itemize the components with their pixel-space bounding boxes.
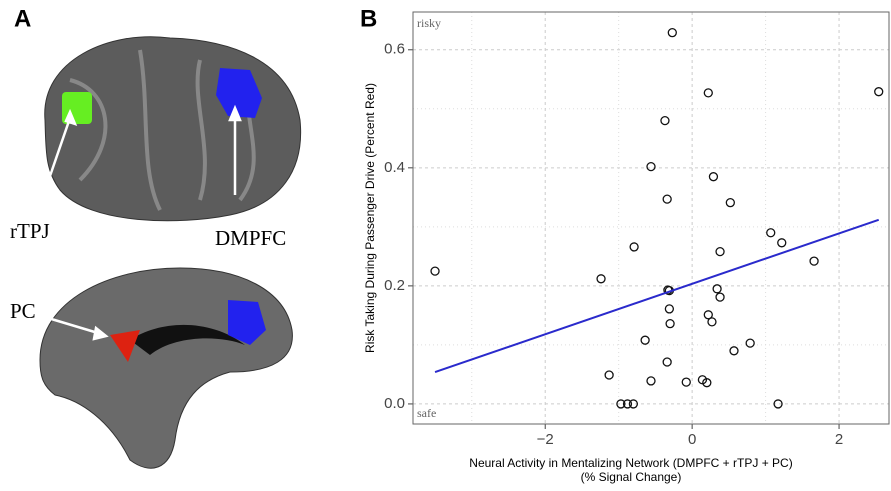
point [730,347,738,355]
point [641,336,649,344]
brain-medial [40,268,292,468]
point [605,371,613,379]
point [875,88,883,96]
point [663,358,671,366]
y-tick-label: 0.4 [384,159,405,176]
region-label: PC [10,299,36,323]
fit-line [435,220,879,372]
x-tick-label: 0 [688,431,696,448]
point [708,318,716,326]
point [726,199,734,207]
point [713,285,721,293]
point [778,239,786,247]
x-tick-label: 2 [835,431,843,448]
x-axis-title: (% Signal Change) [581,470,682,484]
y-tick-label: 0.0 [384,395,405,412]
point [661,117,669,125]
panel-label: A [14,5,31,32]
y-tick-label: 0.2 [384,277,405,294]
point [704,89,712,97]
point [431,267,439,275]
annotation: risky [417,16,441,30]
point [682,378,690,386]
point [666,320,674,328]
point [597,275,605,283]
brain-lateral [45,37,301,221]
point [716,293,724,301]
point [663,195,671,203]
point [746,339,754,347]
x-axis-title: Neural Activity in Mentalizing Network (… [469,456,792,470]
annotation: safe [417,406,436,420]
plot-frame [413,12,889,424]
point [709,173,717,181]
point [647,377,655,385]
figure: A rTPJ DMPFC PC B −2 0 2 0.0 0.2 0.4 0.6 risky s… [0,0,891,486]
y-axis-title: Risk Taking During Passenger Drive (Perc… [363,83,377,353]
panel-label: B [360,5,377,32]
x-tick-label: −2 [537,431,554,448]
point [767,229,775,237]
region-label: DMPFC [215,226,286,250]
region-label: rTPJ [10,219,50,243]
point [665,305,673,313]
point [810,257,818,265]
point [647,163,655,171]
point [630,243,638,251]
y-tick-label: 0.6 [384,41,405,58]
point [668,29,676,37]
point [716,248,724,256]
